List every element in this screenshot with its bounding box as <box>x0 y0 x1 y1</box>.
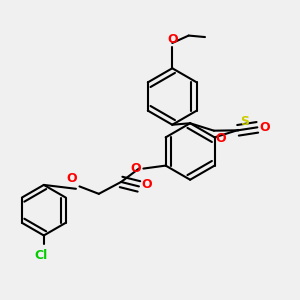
Text: O: O <box>141 178 152 191</box>
Text: Cl: Cl <box>34 249 47 262</box>
Text: O: O <box>130 162 141 175</box>
Text: O: O <box>215 132 226 145</box>
Text: O: O <box>67 172 77 185</box>
Text: S: S <box>240 116 249 128</box>
Text: O: O <box>167 33 178 46</box>
Text: O: O <box>260 121 270 134</box>
